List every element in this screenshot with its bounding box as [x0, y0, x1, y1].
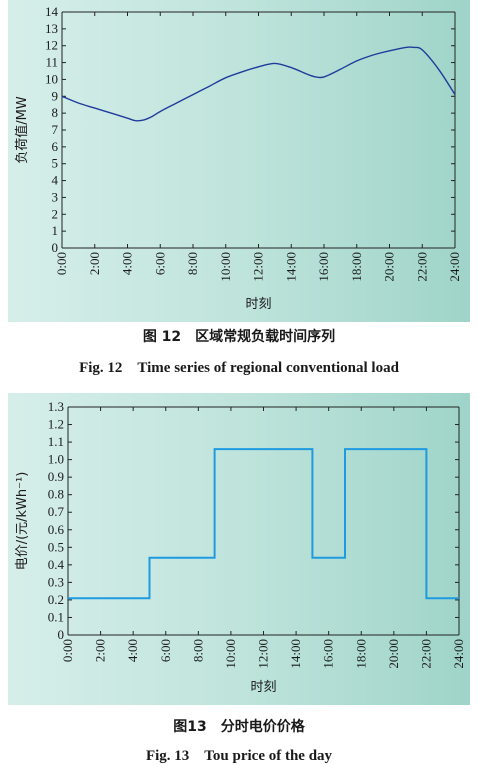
chart-background	[8, 393, 470, 705]
y-tick-label: 0	[52, 240, 59, 255]
y-tick-label: 1.0	[48, 452, 64, 467]
x-tick-label: 4:00	[120, 252, 135, 275]
y-tick-label: 1	[52, 223, 59, 238]
y-tick-label: 8	[52, 105, 59, 120]
x-axis-label: 时刻	[250, 680, 276, 695]
y-tick-label: 2	[52, 206, 59, 221]
y-tick-label: 0.5	[48, 539, 64, 554]
x-tick-label: 10:00	[223, 639, 238, 669]
y-tick-label: 13	[45, 21, 58, 36]
y-tick-label: 7	[52, 122, 59, 137]
x-tick-label: 10:00	[218, 252, 233, 282]
y-tick-label: 0.2	[48, 592, 64, 607]
y-tick-label: 0.4	[48, 557, 65, 572]
y-tick-label: 0.7	[48, 504, 65, 519]
y-tick-label: 11	[45, 55, 58, 70]
x-tick-label: 0:00	[60, 639, 75, 662]
x-tick-label: 14:00	[288, 639, 303, 669]
x-tick-label: 6:00	[158, 639, 173, 662]
y-tick-label: 3	[52, 189, 59, 204]
y-tick-label: 14	[45, 4, 59, 19]
fig13-caption-en: Fig. 13 Tou price of the day	[145, 748, 333, 764]
y-tick-label: 1.3	[48, 399, 64, 414]
load-chart-panel: 0 1 2 3 4 5 6 7 8 9 10 11 12 13 14 0:00 2:00 4:00 6:00 8:00…	[8, 0, 470, 322]
x-tick-label: 12:00	[256, 639, 271, 669]
x-tick-label: 8:00	[185, 252, 200, 275]
x-tick-label: 22:00	[418, 639, 433, 669]
x-tick-label: 2:00	[87, 252, 102, 275]
fig12-caption-cn: 图 12 区域常规负载时间序列	[142, 329, 336, 345]
x-tick-label: 20:00	[386, 639, 401, 669]
x-tick-label: 24:00	[451, 639, 466, 669]
x-tick-label: 24:00	[447, 252, 462, 282]
y-tick-label: 1.1	[48, 434, 64, 449]
fig12-caption-en: Fig. 12 Time series of regional conventi…	[79, 360, 399, 376]
y-tick-label: 0.6	[48, 522, 65, 537]
price-chart-panel: 0 0.1 0.2 0.3 0.4 0.5 0.6 0.7 0.8 0.9 1.0 1.1 1.2 1.3…	[8, 393, 470, 705]
x-tick-label: 8:00	[190, 639, 205, 662]
series-line	[68, 448, 459, 600]
y-tick-label: 0.1	[48, 609, 64, 624]
y-tick-label: 1.2	[48, 417, 64, 432]
y-tick-label: 0.8	[48, 487, 64, 502]
x-tick-label: 20:00	[382, 252, 397, 282]
y-tick-label: 12	[45, 38, 58, 53]
y-tick-label: 0.3	[48, 574, 64, 589]
x-tick-label: 16:00	[316, 252, 331, 282]
y-axis-label: 电价/(元/kWh⁻¹)	[15, 472, 30, 571]
series-line	[61, 46, 456, 122]
x-tick-label: 18:00	[353, 639, 368, 669]
chart-background	[8, 0, 470, 322]
y-tick-label: 4	[52, 173, 59, 188]
y-tick-label: 0.9	[48, 469, 64, 484]
x-tick-label: 4:00	[125, 639, 140, 662]
price-chart: 0 0.1 0.2 0.3 0.4 0.5 0.6 0.7 0.8 0.9 1.0 1.1 1.2 1.3…	[8, 393, 470, 705]
x-tick-label: 6:00	[152, 252, 167, 275]
fig13-caption-cn: 图13 分时电价价格	[173, 719, 305, 735]
y-axis-label: 负荷值/MW	[14, 96, 30, 164]
x-tick-label: 14:00	[283, 252, 298, 282]
y-tick-label: 9	[52, 88, 59, 103]
x-tick-label: 0:00	[54, 252, 69, 275]
y-tick-label: 6	[52, 139, 59, 154]
x-tick-label: 18:00	[349, 252, 364, 282]
y-tick-label: 10	[45, 71, 58, 86]
x-tick-label: 16:00	[321, 639, 336, 669]
x-tick-label: 2:00	[93, 639, 108, 662]
y-tick-label: 5	[52, 156, 59, 171]
x-tick-label: 22:00	[414, 252, 429, 282]
x-tick-label: 12:00	[251, 252, 266, 282]
y-tick-label: 0	[58, 627, 65, 642]
x-axis-label: 时刻	[245, 297, 271, 312]
